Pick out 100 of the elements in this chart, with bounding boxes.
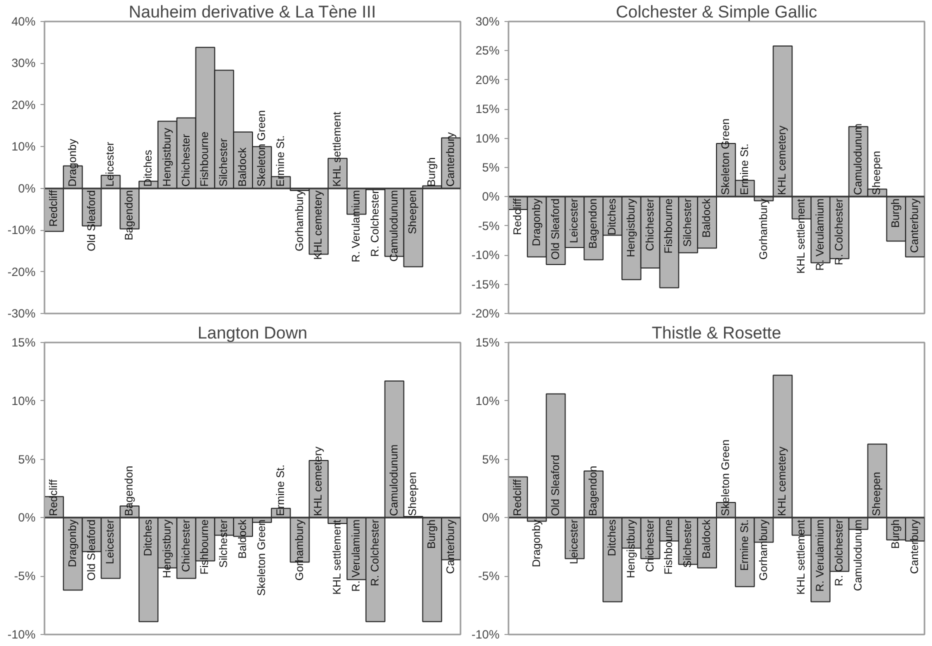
- chart-title: Thistle & Rosette: [652, 324, 782, 342]
- category-label: Redcliff: [48, 190, 60, 227]
- category-label: Gorhambury: [758, 198, 770, 260]
- y-tick-label: -20%: [471, 306, 500, 320]
- category-label: Canterbury: [909, 198, 922, 253]
- category-label: Old Sleaford: [550, 454, 562, 516]
- y-tick-label: 15%: [475, 336, 500, 350]
- chart-title: Langton Down: [198, 324, 308, 342]
- category-label: Skeleton Green: [256, 519, 268, 596]
- category-label: KHL cemetery: [776, 446, 789, 516]
- y-tick-label: 10%: [475, 394, 500, 408]
- category-label: Redcliff: [512, 479, 524, 516]
- category-label: Leicester: [568, 519, 581, 564]
- category-label: Baldock: [701, 198, 714, 238]
- y-tick-label: 10%: [11, 394, 36, 408]
- category-label: R. Colchester: [369, 519, 382, 586]
- category-label: Silchester: [682, 198, 694, 247]
- category-label: Gorhambury: [758, 519, 770, 581]
- category-label: Chichester: [644, 198, 656, 252]
- category-label: Baldock: [701, 519, 714, 559]
- category-label: Old Sleaford: [86, 190, 98, 252]
- category-label: Leicester: [104, 142, 117, 187]
- category-label: KHL cemetery: [776, 126, 789, 195]
- category-label: Dragonby: [66, 138, 79, 187]
- category-label: KHL settlement: [332, 112, 344, 187]
- category-label: Dragonby: [530, 198, 543, 246]
- category-label: Canterbury: [445, 132, 458, 187]
- category-label: Burgh: [426, 157, 438, 187]
- category-label: Fishbourne: [199, 519, 212, 574]
- category-label: Ermine St.: [274, 464, 287, 516]
- category-label: Skeleton Green: [256, 110, 268, 187]
- chart-title: Colchester & Simple Gallic: [616, 2, 818, 22]
- category-label: Ditches: [142, 150, 154, 187]
- category-label: Chichester: [180, 519, 192, 572]
- category-label: KHL settlement: [796, 520, 808, 595]
- category-label: Skeleton Green: [720, 118, 732, 195]
- y-tick-label: 25%: [475, 44, 500, 58]
- y-tick-label: 5%: [18, 452, 36, 466]
- category-label: Burgh: [426, 519, 438, 549]
- category-label: Old Sleaford: [550, 198, 562, 260]
- category-label: R. Verulamium: [814, 519, 826, 592]
- category-label: R. Verulamium: [350, 519, 362, 592]
- category-label: Old Sleaford: [86, 519, 98, 581]
- category-label: Baldock: [237, 519, 250, 559]
- y-tick-label: 0%: [482, 510, 500, 525]
- y-tick-label: 30%: [11, 56, 36, 70]
- y-tick-label: -20%: [7, 264, 36, 279]
- category-label: Hengistbury: [161, 128, 174, 187]
- category-label: Silchester: [682, 519, 694, 568]
- y-tick-label: 5%: [482, 160, 500, 174]
- category-label: Ditches: [142, 519, 154, 556]
- category-label: Sheepen: [871, 472, 884, 516]
- category-label: Camulodunum: [852, 519, 864, 591]
- category-label: Ermine St.: [738, 144, 751, 195]
- category-label: Bagendon: [588, 198, 600, 249]
- category-label: Bagendon: [124, 466, 136, 516]
- category-label: Sheepen: [407, 472, 420, 516]
- chart-title: Nauheim derivative & La Tène III: [128, 2, 376, 22]
- category-label: Burgh: [890, 519, 902, 549]
- category-label: R. Verulamium: [350, 190, 362, 262]
- category-label: Ditches: [606, 519, 618, 556]
- category-label: Ermine St.: [274, 135, 287, 187]
- y-tick-label: 10%: [11, 140, 36, 154]
- category-label: Bagendon: [588, 466, 600, 516]
- y-tick-label: -10%: [7, 223, 36, 238]
- category-label: Leicester: [104, 519, 117, 564]
- y-tick-label: 15%: [11, 336, 36, 350]
- category-label: R. Colchester: [833, 198, 846, 266]
- category-label: Fishbourne: [663, 198, 676, 254]
- y-tick-label: -10%: [7, 628, 36, 642]
- y-tick-label: 0%: [482, 190, 500, 204]
- y-tick-label: 30%: [475, 14, 500, 28]
- category-label: Camulodunum: [388, 444, 400, 516]
- category-label: R. Colchester: [369, 190, 382, 257]
- category-label: Chichester: [180, 134, 192, 187]
- category-label: Skeleton Green: [720, 440, 732, 516]
- y-tick-label: -15%: [471, 277, 500, 292]
- category-label: Chichester: [644, 519, 656, 572]
- y-tick-label: 0%: [18, 181, 36, 196]
- category-label: Fishbourne: [663, 519, 676, 574]
- category-label: Dragonby: [530, 519, 543, 568]
- category-label: Gorhambury: [294, 519, 306, 581]
- y-tick-label: -10%: [471, 628, 500, 642]
- category-label: Canterbury: [909, 519, 922, 574]
- y-tick-label: 20%: [475, 72, 500, 87]
- category-label: Camulodunum: [852, 123, 864, 195]
- category-label: Burgh: [890, 198, 902, 228]
- category-label: KHL settlement: [332, 520, 344, 595]
- y-tick-label: 20%: [11, 98, 36, 112]
- category-label: Redcliff: [512, 198, 524, 235]
- category-label: Hengistbury: [625, 519, 638, 578]
- y-tick-label: -5%: [478, 218, 500, 233]
- category-label: Sheepen: [871, 150, 884, 195]
- y-tick-label: 15%: [475, 102, 500, 116]
- category-label: KHL settlement: [796, 198, 808, 274]
- y-tick-label: -5%: [14, 569, 36, 584]
- category-label: Canterbury: [445, 519, 458, 574]
- y-tick-label: 40%: [11, 14, 36, 28]
- category-label: Camulodunum: [388, 190, 400, 262]
- category-label: R. Verulamium: [814, 198, 826, 271]
